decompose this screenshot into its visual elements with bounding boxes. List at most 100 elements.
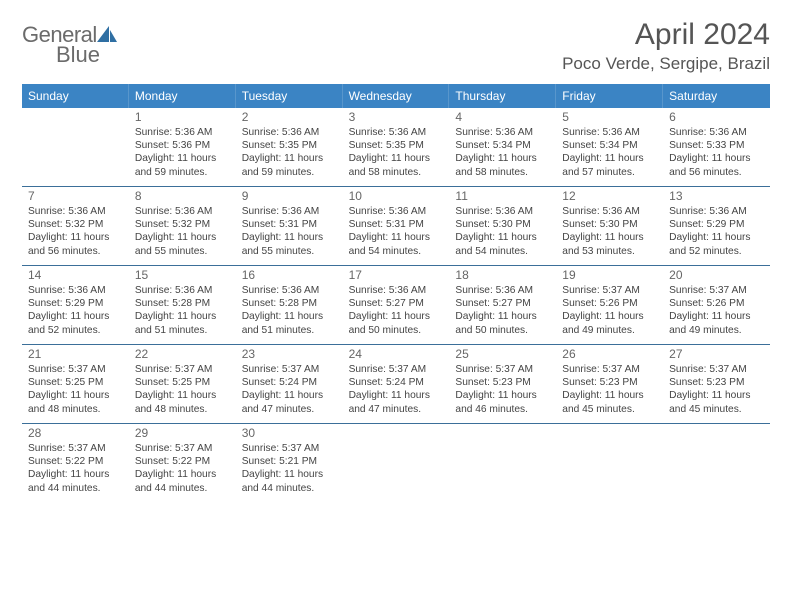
day-detail-line: Daylight: 11 hours: [349, 152, 444, 165]
calendar-cell: 11Sunrise: 5:36 AMSunset: 5:30 PMDayligh…: [449, 187, 556, 265]
day-number: 1: [135, 110, 230, 125]
day-number: 4: [455, 110, 550, 125]
day-number: 5: [562, 110, 657, 125]
day-number: 20: [669, 268, 764, 283]
calendar-cell: 16Sunrise: 5:36 AMSunset: 5:28 PMDayligh…: [236, 266, 343, 344]
calendar-cell: 22Sunrise: 5:37 AMSunset: 5:25 PMDayligh…: [129, 345, 236, 423]
day-detail-line: Daylight: 11 hours: [242, 152, 337, 165]
calendar-cell: 6Sunrise: 5:36 AMSunset: 5:33 PMDaylight…: [663, 108, 770, 186]
day-detail-line: Sunset: 5:23 PM: [562, 376, 657, 389]
calendar-cell: 23Sunrise: 5:37 AMSunset: 5:24 PMDayligh…: [236, 345, 343, 423]
day-detail-line: and 55 minutes.: [135, 245, 230, 258]
dow-header: Tuesday: [236, 84, 343, 108]
day-number: 21: [28, 347, 123, 362]
day-detail-line: Sunset: 5:26 PM: [669, 297, 764, 310]
day-detail-line: and 59 minutes.: [242, 166, 337, 179]
day-detail-line: Daylight: 11 hours: [242, 389, 337, 402]
day-detail-line: Daylight: 11 hours: [669, 152, 764, 165]
day-detail-line: and 56 minutes.: [669, 166, 764, 179]
day-detail-line: Sunrise: 5:37 AM: [669, 363, 764, 376]
day-detail-line: Sunset: 5:23 PM: [455, 376, 550, 389]
calendar-cell: 12Sunrise: 5:36 AMSunset: 5:30 PMDayligh…: [556, 187, 663, 265]
title-block: April 2024 Poco Verde, Sergipe, Brazil: [562, 18, 770, 74]
calendar-week: 28Sunrise: 5:37 AMSunset: 5:22 PMDayligh…: [22, 424, 770, 502]
day-detail-line: Sunrise: 5:37 AM: [242, 363, 337, 376]
day-detail-line: Daylight: 11 hours: [669, 389, 764, 402]
day-detail-line: Sunset: 5:34 PM: [562, 139, 657, 152]
calendar-cell: 19Sunrise: 5:37 AMSunset: 5:26 PMDayligh…: [556, 266, 663, 344]
day-detail-line: Daylight: 11 hours: [349, 389, 444, 402]
dow-header: Monday: [129, 84, 236, 108]
calendar-cell: 3Sunrise: 5:36 AMSunset: 5:35 PMDaylight…: [343, 108, 450, 186]
day-detail-line: and 59 minutes.: [135, 166, 230, 179]
day-detail-line: Sunrise: 5:36 AM: [349, 205, 444, 218]
day-detail-line: Daylight: 11 hours: [562, 231, 657, 244]
calendar-cell: 24Sunrise: 5:37 AMSunset: 5:24 PMDayligh…: [343, 345, 450, 423]
day-detail-line: and 48 minutes.: [28, 403, 123, 416]
day-detail-line: Sunrise: 5:37 AM: [135, 363, 230, 376]
day-detail-line: Sunset: 5:26 PM: [562, 297, 657, 310]
day-number: 7: [28, 189, 123, 204]
day-detail-line: Sunset: 5:32 PM: [135, 218, 230, 231]
dow-header: Thursday: [449, 84, 556, 108]
day-number: 3: [349, 110, 444, 125]
day-detail-line: and 46 minutes.: [455, 403, 550, 416]
calendar-week: 21Sunrise: 5:37 AMSunset: 5:25 PMDayligh…: [22, 345, 770, 424]
calendar-cell: 8Sunrise: 5:36 AMSunset: 5:32 PMDaylight…: [129, 187, 236, 265]
calendar: SundayMondayTuesdayWednesdayThursdayFrid…: [22, 84, 770, 502]
day-detail-line: Sunset: 5:36 PM: [135, 139, 230, 152]
day-detail-line: Sunrise: 5:36 AM: [242, 284, 337, 297]
day-detail-line: Sunrise: 5:37 AM: [28, 363, 123, 376]
calendar-cell: 26Sunrise: 5:37 AMSunset: 5:23 PMDayligh…: [556, 345, 663, 423]
day-detail-line: Daylight: 11 hours: [669, 231, 764, 244]
calendar-cell: [449, 424, 556, 502]
day-detail-line: and 51 minutes.: [242, 324, 337, 337]
dow-header: Saturday: [663, 84, 770, 108]
day-detail-line: Sunrise: 5:37 AM: [242, 442, 337, 455]
calendar-cell: 21Sunrise: 5:37 AMSunset: 5:25 PMDayligh…: [22, 345, 129, 423]
day-detail-line: Sunset: 5:29 PM: [28, 297, 123, 310]
day-detail-line: and 52 minutes.: [28, 324, 123, 337]
day-detail-line: Daylight: 11 hours: [135, 152, 230, 165]
day-detail-line: Sunrise: 5:37 AM: [669, 284, 764, 297]
day-detail-line: Daylight: 11 hours: [562, 389, 657, 402]
day-detail-line: Daylight: 11 hours: [28, 310, 123, 323]
day-detail-line: and 49 minutes.: [669, 324, 764, 337]
day-detail-line: and 51 minutes.: [135, 324, 230, 337]
day-number: 17: [349, 268, 444, 283]
day-detail-line: Daylight: 11 hours: [562, 310, 657, 323]
day-number: 11: [455, 189, 550, 204]
dow-header: Wednesday: [343, 84, 450, 108]
page-title: April 2024: [562, 18, 770, 52]
calendar-week: 1Sunrise: 5:36 AMSunset: 5:36 PMDaylight…: [22, 108, 770, 187]
day-number: 19: [562, 268, 657, 283]
day-detail-line: Daylight: 11 hours: [135, 231, 230, 244]
day-detail-line: Daylight: 11 hours: [242, 468, 337, 481]
calendar-cell: 15Sunrise: 5:36 AMSunset: 5:28 PMDayligh…: [129, 266, 236, 344]
day-detail-line: Sunset: 5:21 PM: [242, 455, 337, 468]
day-detail-line: and 52 minutes.: [669, 245, 764, 258]
day-detail-line: Sunset: 5:34 PM: [455, 139, 550, 152]
day-detail-line: and 53 minutes.: [562, 245, 657, 258]
day-detail-line: Sunset: 5:32 PM: [28, 218, 123, 231]
day-detail-line: Daylight: 11 hours: [455, 152, 550, 165]
day-detail-line: Sunrise: 5:37 AM: [135, 442, 230, 455]
day-number: 15: [135, 268, 230, 283]
day-detail-line: and 54 minutes.: [455, 245, 550, 258]
day-detail-line: Sunrise: 5:36 AM: [135, 126, 230, 139]
day-detail-line: Daylight: 11 hours: [562, 152, 657, 165]
day-number: 16: [242, 268, 337, 283]
day-detail-line: Sunset: 5:29 PM: [669, 218, 764, 231]
day-detail-line: Sunrise: 5:36 AM: [562, 126, 657, 139]
day-detail-line: Sunset: 5:23 PM: [669, 376, 764, 389]
day-number: 18: [455, 268, 550, 283]
day-detail-line: Daylight: 11 hours: [28, 468, 123, 481]
day-detail-line: Sunrise: 5:37 AM: [455, 363, 550, 376]
day-number: 14: [28, 268, 123, 283]
day-detail-line: Sunrise: 5:36 AM: [349, 126, 444, 139]
day-detail-line: Daylight: 11 hours: [28, 231, 123, 244]
calendar-cell: 1Sunrise: 5:36 AMSunset: 5:36 PMDaylight…: [129, 108, 236, 186]
day-detail-line: Daylight: 11 hours: [455, 231, 550, 244]
day-detail-line: and 57 minutes.: [562, 166, 657, 179]
day-detail-line: Sunrise: 5:36 AM: [455, 126, 550, 139]
